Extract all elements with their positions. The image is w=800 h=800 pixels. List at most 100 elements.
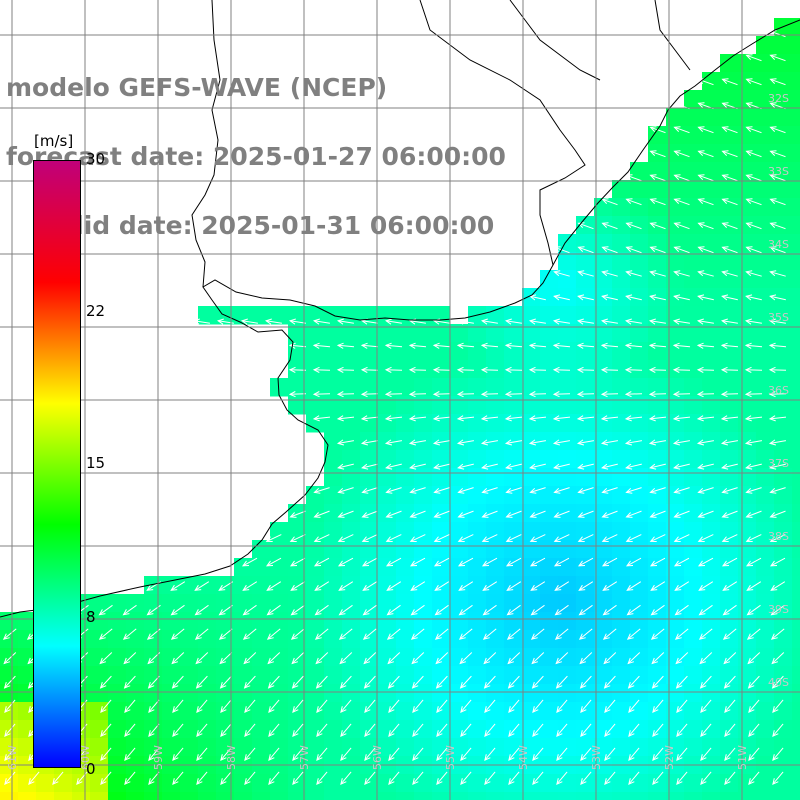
speed-cell bbox=[360, 774, 379, 793]
speed-cell bbox=[666, 792, 685, 800]
speed-cell bbox=[486, 612, 505, 631]
wind-arrow bbox=[674, 222, 690, 230]
speed-cell bbox=[792, 774, 800, 793]
wind-arrow bbox=[244, 675, 256, 689]
speed-cell bbox=[396, 450, 415, 469]
wind-arrow bbox=[674, 534, 690, 542]
wind-arrow bbox=[626, 440, 642, 444]
wind-arrow bbox=[508, 675, 520, 689]
speed-cell bbox=[702, 288, 721, 307]
speed-cell bbox=[18, 774, 37, 793]
wind-arrow-head bbox=[384, 391, 392, 398]
speed-cell bbox=[720, 54, 739, 73]
wind-arrow-head bbox=[336, 439, 345, 446]
speed-cell bbox=[252, 612, 271, 631]
wind-arrow-head bbox=[459, 681, 467, 689]
speed-cell bbox=[792, 72, 800, 91]
speed-cell bbox=[612, 702, 631, 721]
wind-arrow-head bbox=[768, 415, 776, 422]
wind-arrow bbox=[386, 487, 402, 493]
speed-cell bbox=[684, 648, 703, 667]
wind-arrow-head bbox=[314, 584, 322, 591]
speed-cell bbox=[522, 720, 541, 739]
speed-cell bbox=[342, 648, 361, 667]
speed-cell bbox=[414, 648, 433, 667]
speed-cell bbox=[756, 486, 775, 505]
wind-arrow bbox=[602, 510, 618, 518]
speed-cell bbox=[684, 288, 703, 307]
speed-cell bbox=[450, 468, 469, 487]
wind-arrow-head bbox=[673, 246, 681, 252]
wind-arrow-head bbox=[314, 609, 322, 616]
wind-arrow bbox=[242, 320, 258, 324]
speed-cell bbox=[126, 612, 145, 631]
speed-cell bbox=[450, 396, 469, 415]
speed-cell bbox=[522, 522, 541, 541]
wind-arrow bbox=[506, 557, 522, 567]
speed-cell bbox=[288, 792, 307, 800]
wind-arrow bbox=[123, 628, 137, 640]
speed-cell bbox=[738, 108, 757, 127]
wind-arrow-head bbox=[649, 126, 657, 132]
speed-cell bbox=[774, 522, 793, 541]
speed-cell bbox=[648, 360, 667, 379]
speed-cell bbox=[450, 774, 469, 793]
wind-arrow bbox=[458, 440, 474, 444]
speed-cell bbox=[702, 216, 721, 235]
speed-cell bbox=[666, 450, 685, 469]
speed-cell bbox=[612, 288, 631, 307]
lon-label: 56W bbox=[371, 745, 384, 770]
speed-cell bbox=[234, 684, 253, 703]
wind-arrow bbox=[364, 675, 376, 689]
speed-cell bbox=[324, 648, 343, 667]
wind-arrow bbox=[627, 628, 641, 640]
wind-arrow-head bbox=[672, 342, 680, 349]
wind-arrow bbox=[770, 222, 786, 230]
speed-cell bbox=[792, 720, 800, 739]
speed-cell bbox=[558, 324, 577, 343]
speed-cell bbox=[414, 594, 433, 613]
speed-cell bbox=[774, 486, 793, 505]
wind-arrow-head bbox=[172, 730, 179, 737]
speed-cell bbox=[702, 90, 721, 109]
speed-cell bbox=[360, 630, 379, 649]
speed-cell bbox=[702, 414, 721, 433]
wind-arrow-head bbox=[313, 536, 321, 542]
speed-cell bbox=[756, 702, 775, 721]
speed-cell bbox=[522, 612, 541, 631]
wind-arrow bbox=[722, 557, 738, 567]
wind-arrow-head bbox=[745, 246, 753, 252]
speed-cell bbox=[504, 522, 523, 541]
wind-arrow bbox=[339, 628, 353, 640]
wind-arrow-head bbox=[674, 609, 682, 616]
speed-cell bbox=[144, 666, 163, 685]
wind-arrow-head bbox=[504, 439, 513, 446]
wind-arrow-head bbox=[266, 633, 274, 640]
wind-arrow-head bbox=[553, 536, 561, 542]
speed-cell bbox=[630, 738, 649, 757]
speed-cell bbox=[252, 774, 271, 793]
wind-arrow-head bbox=[676, 730, 683, 737]
wind-arrow-head bbox=[504, 366, 512, 373]
speed-cell bbox=[270, 648, 289, 667]
wind-arrow bbox=[746, 78, 762, 86]
wind-arrow-head bbox=[649, 536, 657, 542]
wind-arrow bbox=[698, 78, 714, 86]
wind-arrow bbox=[722, 78, 738, 86]
speed-cell bbox=[522, 450, 541, 469]
speed-cell bbox=[720, 468, 739, 487]
wind-arrow bbox=[4, 723, 16, 737]
speed-cell bbox=[144, 648, 163, 667]
speed-cell bbox=[576, 432, 595, 451]
speed-cell bbox=[234, 576, 253, 595]
wind-arrow-head bbox=[172, 706, 179, 713]
speed-cell bbox=[522, 342, 541, 361]
wind-arrow-head bbox=[721, 126, 729, 132]
speed-cell bbox=[720, 360, 739, 379]
speed-cell bbox=[90, 594, 109, 613]
wind-arrow-head bbox=[745, 222, 753, 228]
speed-cell bbox=[666, 720, 685, 739]
wind-arrow-head bbox=[432, 366, 440, 373]
wind-arrow bbox=[554, 557, 570, 567]
speed-cell bbox=[576, 792, 595, 800]
